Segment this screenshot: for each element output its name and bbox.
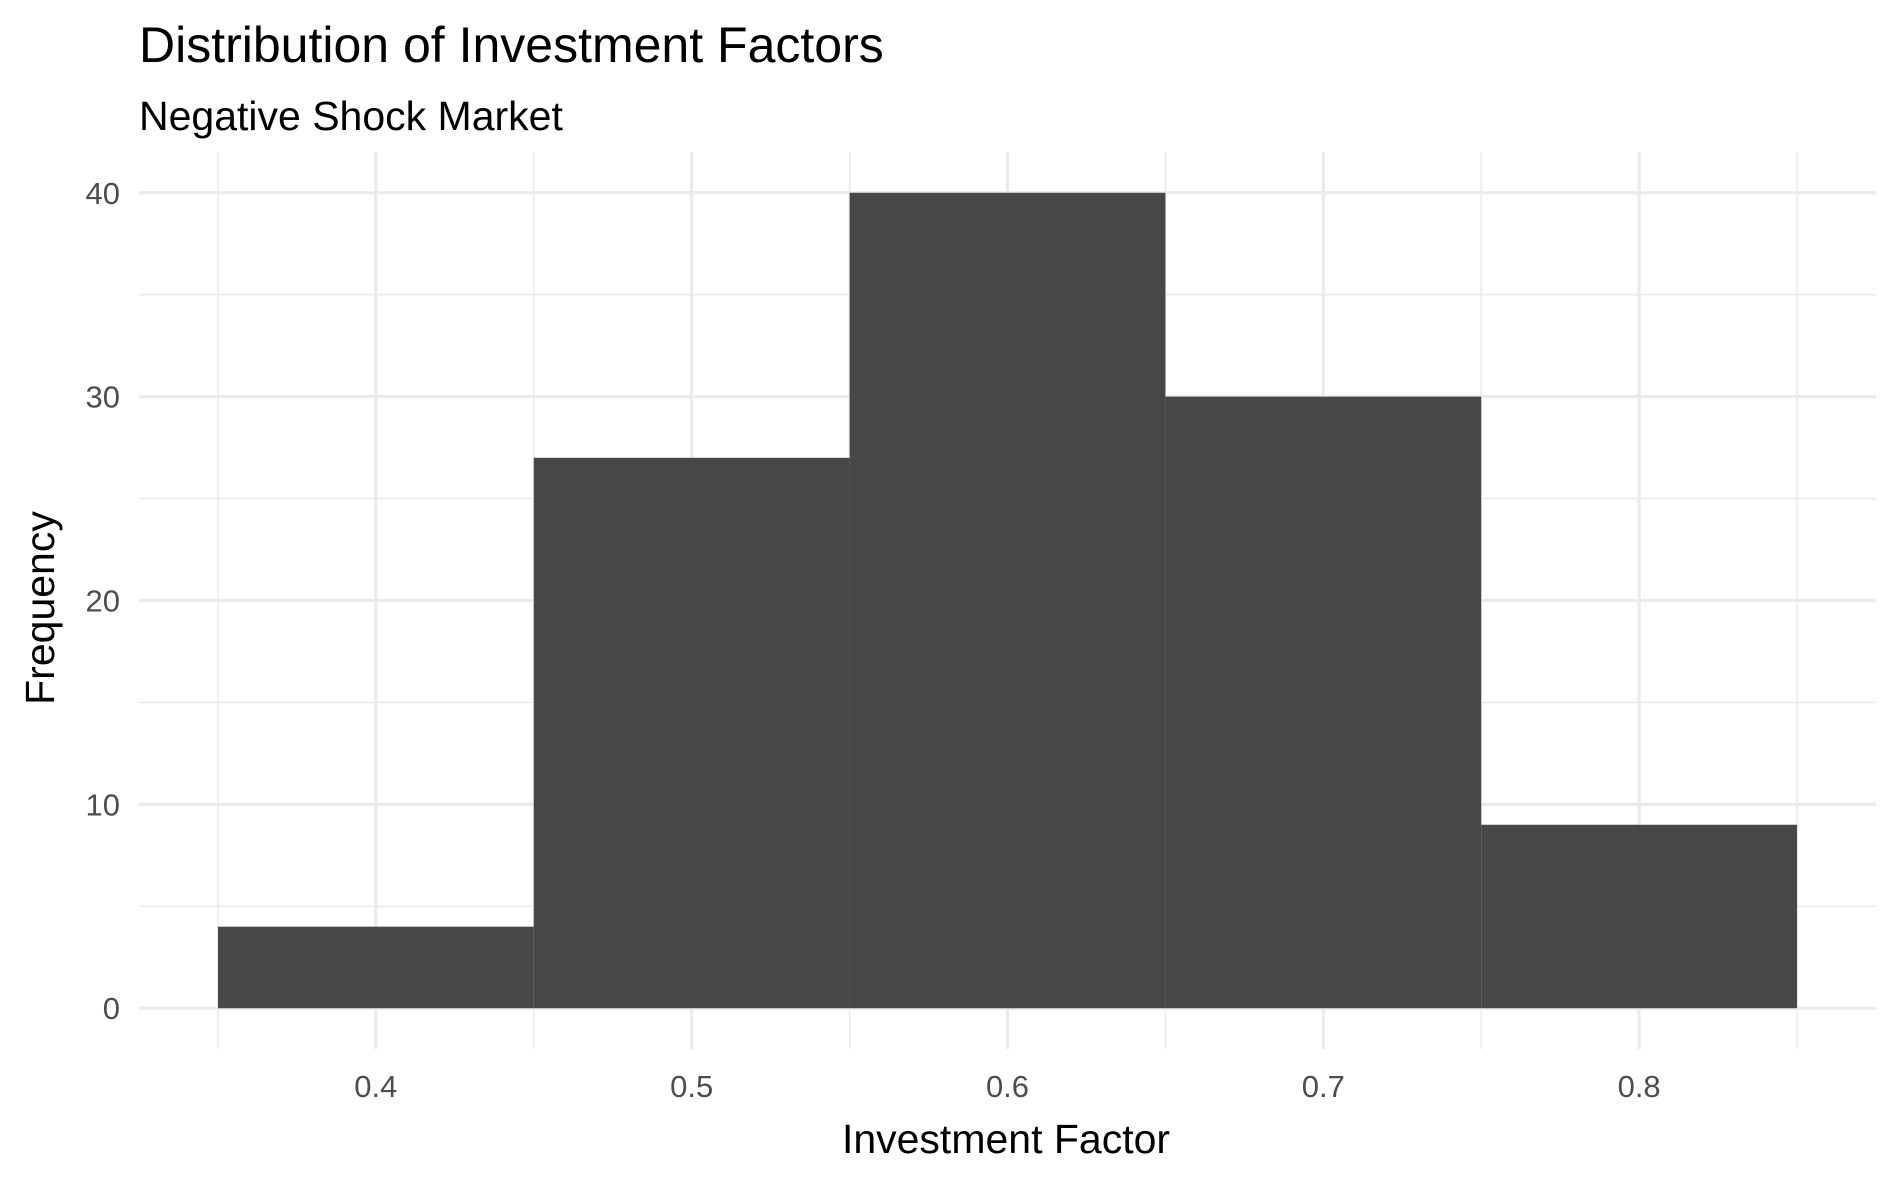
x-tick-label: 0.6 xyxy=(986,1069,1029,1104)
x-axis-title: Investment Factor xyxy=(842,1116,1170,1162)
y-tick-label: 30 xyxy=(86,380,120,415)
chart-title: Distribution of Investment Factors xyxy=(139,17,884,73)
x-tick-label: 0.8 xyxy=(1618,1069,1661,1104)
histogram-bar-2 xyxy=(849,192,1166,1009)
x-tick-label: 0.5 xyxy=(670,1069,713,1104)
y-tick-label: 40 xyxy=(86,176,120,211)
histogram-bars xyxy=(217,192,1798,1009)
histogram-bar-3 xyxy=(1165,396,1482,1009)
histogram-bar-1 xyxy=(533,457,850,1009)
y-tick-label: 20 xyxy=(86,584,120,619)
y-tick-label: 10 xyxy=(86,787,120,822)
x-tick-label: 0.4 xyxy=(354,1069,397,1104)
x-tick-label: 0.7 xyxy=(1302,1069,1345,1104)
y-axis-title: Frequency xyxy=(17,511,63,705)
histogram-bar-0 xyxy=(217,926,534,1009)
x-axis-ticks: 0.4 0.5 0.6 0.7 0.8 xyxy=(354,1069,1660,1104)
y-axis-ticks: 0 10 20 30 40 xyxy=(86,176,120,1026)
y-tick-label: 0 xyxy=(103,991,120,1026)
chart-subtitle: Negative Shock Market xyxy=(139,93,563,139)
histogram-bar-4 xyxy=(1481,824,1798,1009)
